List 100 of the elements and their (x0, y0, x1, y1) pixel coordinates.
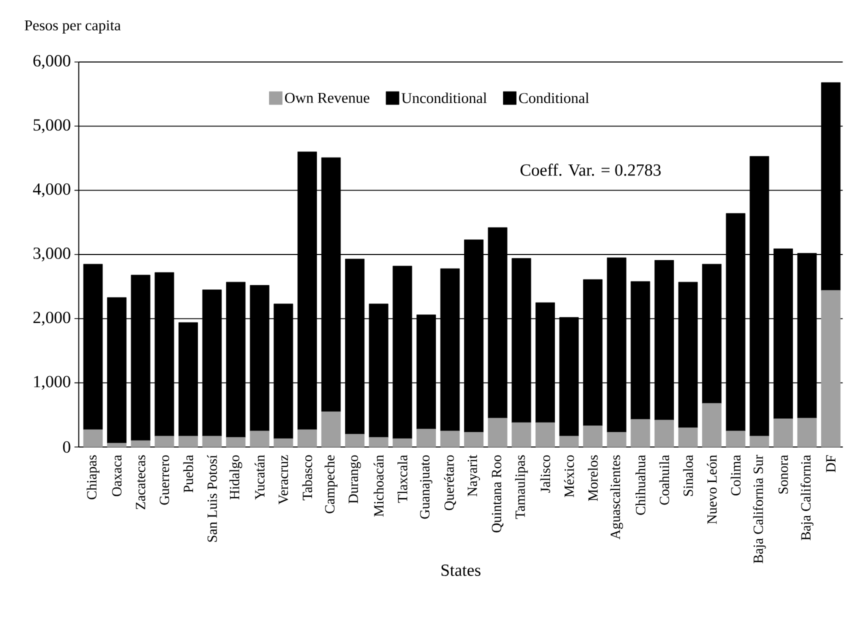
bar (154, 272, 174, 436)
bar (298, 429, 317, 448)
bar (440, 430, 460, 448)
bar (250, 430, 270, 448)
x-tick-label: Chihuahua (635, 454, 646, 515)
x-tick-label: Baja California Sur (752, 454, 766, 564)
x-axis-title: States (442, 564, 480, 576)
x-tick-label: México (564, 455, 574, 498)
x-tick-label: Aguascalientes (610, 455, 623, 540)
x-tick-label: Tamaulipas (515, 455, 528, 519)
bar (702, 264, 722, 404)
x-tick-label: Jalisco (540, 455, 550, 493)
bar (202, 290, 222, 436)
bar (345, 258, 365, 434)
x-tick-label: Puebla (183, 454, 194, 492)
bar (464, 432, 484, 448)
bar (488, 227, 508, 418)
x-tick-label: Nuevo León (706, 454, 717, 524)
bar (726, 430, 746, 448)
bar (726, 213, 746, 432)
y-tick-label: 6,000 (33, 55, 70, 69)
bar (797, 418, 817, 448)
y-tick-label: 2,000 (33, 312, 70, 326)
bar (678, 282, 698, 428)
bar (750, 156, 770, 436)
bar (107, 442, 127, 448)
bar (83, 429, 103, 448)
x-tick-label: Yucatán (254, 454, 265, 500)
bar (274, 304, 294, 439)
y-tick-label: 3,000 (33, 248, 70, 262)
bar (226, 282, 246, 438)
bar (83, 264, 103, 430)
annotation: Coeff. Var. = 0.2783 (520, 164, 661, 176)
bar (774, 418, 793, 448)
bar (416, 314, 436, 430)
bar (274, 438, 294, 448)
x-tick-label: Sinaloa (683, 454, 693, 496)
bar (654, 260, 674, 420)
x-tick-label: Campeche (324, 455, 338, 514)
bar (606, 432, 626, 448)
bar (464, 240, 484, 432)
bar (559, 317, 579, 436)
bar (368, 437, 388, 448)
bar (416, 428, 436, 448)
bar (536, 422, 555, 448)
bar (107, 297, 127, 444)
legend-label: Own Revenue (285, 92, 370, 103)
bar (321, 157, 341, 412)
x-tick-label: Colima (730, 454, 741, 496)
x-tick-label: Coahuila (659, 454, 670, 505)
legend-label: Unconditional (402, 92, 487, 104)
y-tick-label: 5,000 (34, 119, 70, 134)
x-tick-label: Quintana Roo (492, 455, 504, 532)
bar (583, 426, 603, 448)
bar (821, 290, 841, 448)
bar (226, 437, 246, 448)
bar (702, 403, 722, 448)
y-axis-title: Pesos per capita (24, 20, 121, 34)
x-tick-label: Guerrero (160, 455, 170, 505)
bar (512, 258, 532, 423)
x-tick-label: DF (826, 455, 836, 472)
bar (630, 281, 650, 420)
bar (178, 436, 198, 448)
x-tick-label: San Luis Potosí (207, 454, 217, 542)
bar (345, 434, 365, 448)
x-tick-label: Veracruz (278, 455, 288, 504)
x-tick-label: Tlaxcala (397, 454, 408, 503)
y-tick-label: 4,000 (33, 183, 70, 198)
x-tick-label: Querétaro (444, 455, 456, 510)
bar (130, 440, 150, 448)
bar (512, 422, 532, 448)
bar (774, 248, 793, 419)
x-tick-label: Chiapas (86, 455, 100, 500)
bar (583, 279, 603, 426)
bar (178, 322, 198, 436)
x-tick-label: Sonora (778, 454, 788, 494)
bar (678, 428, 698, 448)
bar (392, 438, 412, 448)
x-tick-label: Zacatecas (136, 455, 146, 510)
bar (368, 304, 388, 438)
bar (488, 418, 508, 448)
x-tick-label: Baja California (800, 454, 814, 540)
bar (750, 436, 770, 448)
y-tick-label: 0 (63, 441, 70, 453)
x-tick-label: Hidalgo (229, 455, 242, 500)
x-tick-label: Oaxaca (112, 454, 122, 496)
bar (536, 302, 555, 423)
bar (130, 274, 150, 441)
bar (250, 285, 270, 432)
bar (559, 436, 579, 448)
bar (654, 420, 674, 448)
bar (606, 258, 626, 432)
x-tick-label: Tabasco (302, 455, 312, 500)
bar (202, 436, 222, 448)
x-tick-label: Guanajuato (420, 455, 432, 519)
x-tick-label: Michoacán (374, 454, 384, 517)
x-tick-label: Durango (348, 455, 361, 504)
bar (821, 82, 841, 291)
bar (440, 268, 460, 432)
bar (298, 152, 317, 430)
